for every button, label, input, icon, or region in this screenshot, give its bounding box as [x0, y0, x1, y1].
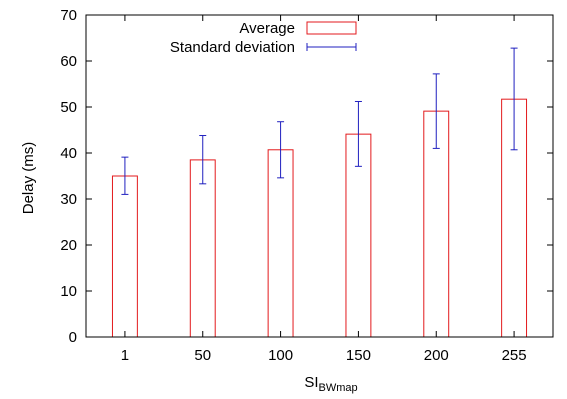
y-tick-label: 70	[60, 7, 77, 24]
x-axis-title-main: SI	[304, 374, 318, 391]
y-tick-label: 50	[60, 99, 77, 116]
x-tick-label: 150	[346, 347, 371, 364]
x-tick-label: 255	[502, 347, 527, 364]
x-axis-title-subscript: BWmap	[319, 382, 358, 394]
chart-marks	[111, 98, 528, 338]
error-bar-150	[354, 100, 362, 167]
legend: Average Standard deviation	[170, 20, 357, 56]
x-axis-ticks: 1 50 100 150 200 255	[121, 15, 527, 364]
bar-50	[189, 159, 216, 338]
x-tick-label: 100	[268, 347, 293, 364]
error-bar-100	[277, 121, 285, 179]
legend-label-average: Average	[239, 20, 295, 37]
error-bar-50	[199, 135, 207, 185]
x-tick-label: 1	[121, 347, 129, 364]
legend-swatch-average	[306, 21, 357, 35]
y-tick-label: 10	[60, 283, 77, 300]
x-axis-title: SIBWmap	[304, 374, 357, 394]
error-bar-1	[121, 156, 129, 195]
y-tick-label: 30	[60, 191, 77, 208]
plot-frame	[85, 14, 554, 338]
legend-swatch-standard-deviation	[306, 43, 357, 51]
x-tick-label: 200	[424, 347, 449, 364]
bar-1	[111, 175, 138, 338]
error-bars	[121, 47, 518, 195]
x-tick-label: 50	[194, 347, 211, 364]
y-tick-label: 20	[60, 237, 77, 254]
error-bar-200	[432, 73, 440, 149]
legend-label-standard-deviation: Standard deviation	[170, 39, 295, 56]
y-tick-label: 0	[69, 329, 77, 346]
error-bar-255	[510, 47, 518, 151]
y-axis-title: Delay (ms)	[20, 142, 37, 215]
y-tick-label: 40	[60, 145, 77, 162]
y-axis-ticks: 0 10 20 30 40 50 60 70	[60, 7, 553, 346]
y-tick-label: 60	[60, 53, 77, 70]
